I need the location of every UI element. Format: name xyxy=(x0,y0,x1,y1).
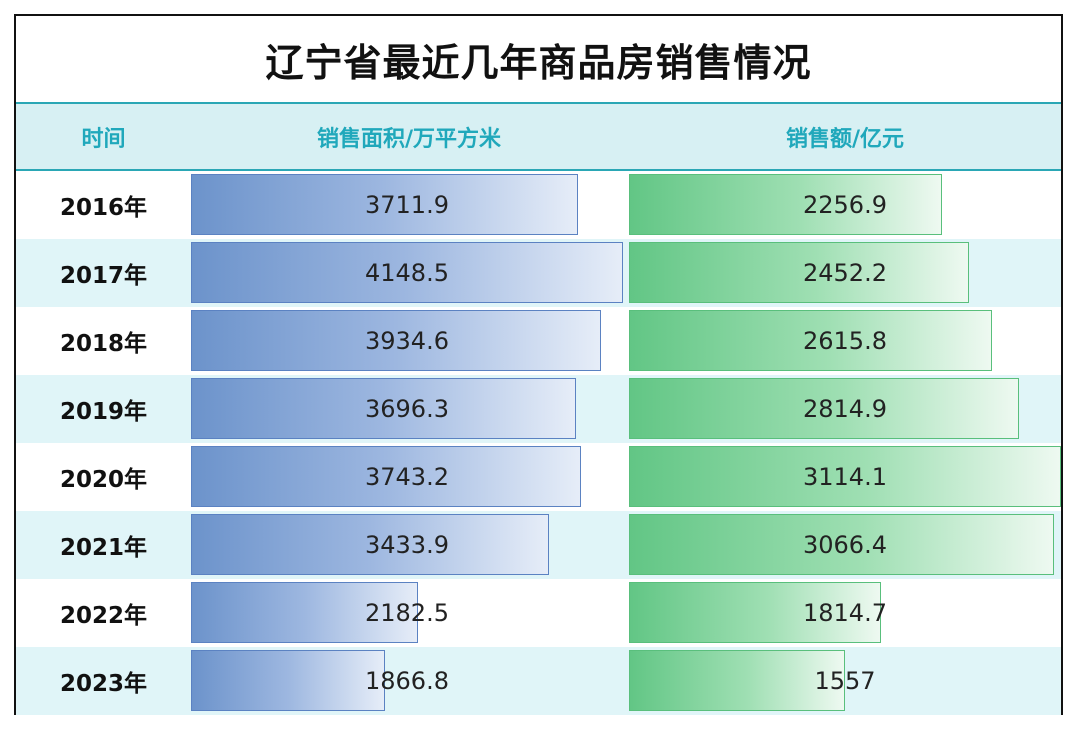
sales-amount-value: 3114.1 xyxy=(803,463,887,491)
chart-title: 辽宁省最近几年商品房销售情况 xyxy=(265,40,812,85)
header-year: 时间 xyxy=(81,126,126,152)
sales-amount-bar xyxy=(629,174,943,235)
sales-amount-value: 2814.9 xyxy=(803,395,887,423)
sales-amount-bar xyxy=(629,242,970,303)
sales-area-bar xyxy=(191,446,581,507)
sales-area-value: 2182.5 xyxy=(365,599,449,627)
sales-amount-value: 2452.2 xyxy=(803,259,887,287)
header-sales-area: 销售面积/万平方米 xyxy=(316,126,502,152)
sales-area-value: 3433.9 xyxy=(365,531,449,559)
sales-amount-value: 1814.7 xyxy=(803,599,887,627)
sales-amount-bar xyxy=(629,514,1055,575)
year-label: 2016年 xyxy=(59,195,147,221)
sales-amount-value: 2615.8 xyxy=(803,327,887,355)
sales-area-bar xyxy=(191,378,576,439)
table-row: 2018年 3934.6 2615.8 xyxy=(16,307,1061,375)
sales-area-bar xyxy=(191,514,549,575)
table-row: 2019年 3696.3 2814.9 xyxy=(16,375,1061,443)
year-label: 2022年 xyxy=(59,603,147,629)
chart-table: 辽宁省最近几年商品房销售情况 时间 销售面积/万平方米 销售额/亿元 2016年… xyxy=(14,14,1063,715)
year-label: 2020年 xyxy=(59,467,147,493)
sales-amount-bar xyxy=(629,310,992,371)
sales-area-bar xyxy=(191,582,419,643)
year-label: 2017年 xyxy=(59,263,147,289)
sales-area-value: 4148.5 xyxy=(365,259,449,287)
sales-area-bar xyxy=(191,310,601,371)
sales-amount-bar xyxy=(629,446,1061,507)
sales-area-bar xyxy=(191,242,623,303)
sales-area-bar xyxy=(191,650,386,711)
table-row: 2020年 3743.2 3114.1 xyxy=(16,443,1061,511)
sales-amount-value: 3066.4 xyxy=(803,531,887,559)
sales-area-value: 3743.2 xyxy=(365,463,449,491)
year-label: 2018年 xyxy=(59,331,147,357)
table-row: 2022年 2182.5 1814.7 xyxy=(16,579,1061,647)
table-row: 2016年 3711.9 2256.9 xyxy=(16,171,1061,239)
table-row: 2017年 4148.5 2452.2 xyxy=(16,239,1061,307)
sales-amount-bar xyxy=(629,378,1020,439)
sales-amount-value: 1557 xyxy=(814,667,876,695)
sales-area-value: 1866.8 xyxy=(365,667,449,695)
year-label: 2023年 xyxy=(59,671,147,697)
table-row: 2021年 3433.9 3066.4 xyxy=(16,511,1061,579)
sales-amount-value: 2256.9 xyxy=(803,191,887,219)
header-sales-amount: 销售额/亿元 xyxy=(785,126,905,152)
year-label: 2019年 xyxy=(59,399,147,425)
sales-area-bar xyxy=(191,174,578,235)
sales-area-value: 3696.3 xyxy=(365,395,449,423)
table-row: 2023年 1866.8 1557 xyxy=(16,647,1061,715)
sales-amount-bar xyxy=(629,582,881,643)
table-header: 时间 销售面积/万平方米 销售额/亿元 xyxy=(16,102,1061,171)
sales-area-value: 3711.9 xyxy=(365,191,449,219)
year-label: 2021年 xyxy=(59,535,147,561)
sales-amount-bar xyxy=(629,650,845,711)
sales-area-value: 3934.6 xyxy=(365,327,449,355)
